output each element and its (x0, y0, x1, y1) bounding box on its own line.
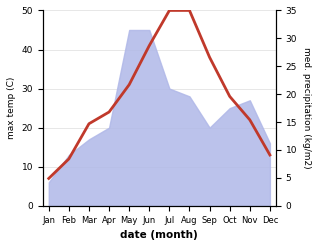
Y-axis label: max temp (C): max temp (C) (7, 77, 16, 139)
Y-axis label: med. precipitation (kg/m2): med. precipitation (kg/m2) (302, 47, 311, 169)
X-axis label: date (month): date (month) (121, 230, 198, 240)
